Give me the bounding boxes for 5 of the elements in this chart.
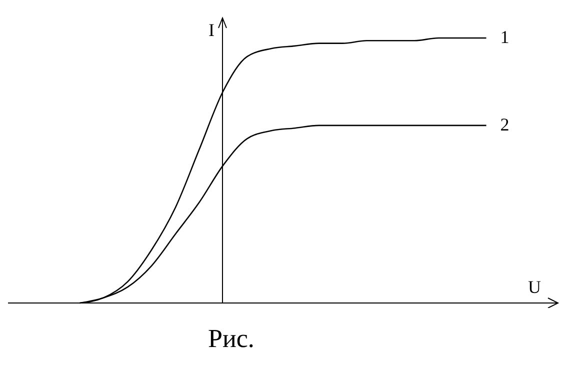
y-axis-title: I: [208, 20, 214, 40]
x-axis-title: U: [528, 277, 541, 297]
series-label: 2: [500, 114, 510, 134]
series-label: 1: [500, 27, 510, 47]
text: Рис.: [207, 324, 256, 354]
